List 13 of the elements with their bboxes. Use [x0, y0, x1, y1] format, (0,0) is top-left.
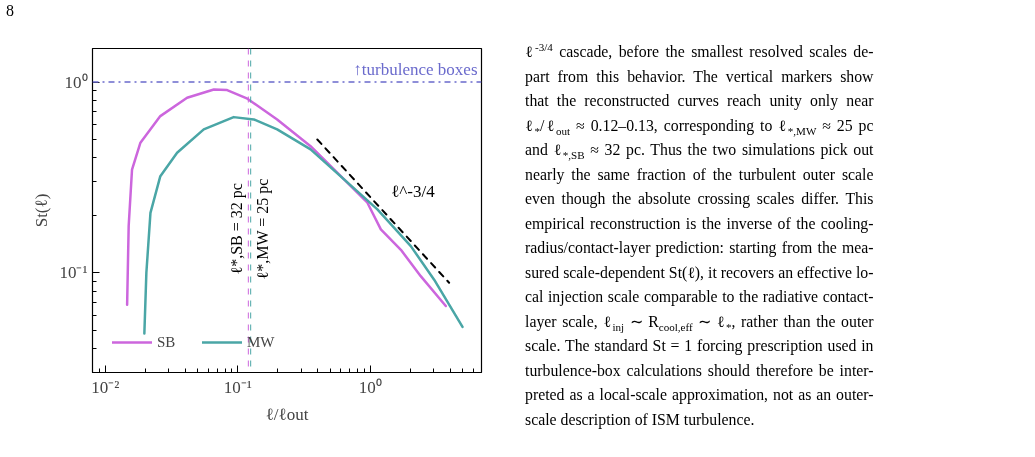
x-axis-title: ℓ/ℓout	[265, 404, 309, 424]
legend-label: SB	[157, 333, 177, 351]
series-label: ℓ^-3/4	[391, 182, 436, 202]
text: ℓ$^{-3/4}$ cascade, before the smallest resolved scales de- part from this behavior. The vertical markers show that the reconstructed curves reach unity only near ℓ$_{*}$/ℓ$_{out}$ ≈ 0.12–0.13, corresponding to ℓ$_{*,MW}$ ≈ 25 pc and ℓ$_{*,SB}$ ≈ 32 pc. Thus the two simulations pick out nearly the same fraction of the turbulent outer scale even though the absolute crossing scales differ. This empirical reconstruction is the inverse of the cooling- radius/contact-layer prediction: starting from the mea- sured scale-dependent St(ℓ), it recovers an effective lo- cal injection scale comparable to the radiative contact- layer scale, ℓ$_{inj}$ ∼ R$_{cool,eff}$ ∼ ℓ$_{*}$, rather than the outer scale. The standard St = 1 forcing prescription used in turbulence-box calculations should therefore be inter- preted as a local-scale approximation, not as an outer- scale description of ISM turbulence.	[525, 40, 874, 428]
x-tick-label: 10⁰	[358, 377, 382, 397]
y-axis-title: St(ℓ)	[32, 193, 52, 228]
x-tick-label: 10⁻²	[91, 377, 120, 397]
annotation: ℓ*,SB = 32 pc	[228, 183, 247, 275]
text: 8	[6, 1, 14, 21]
x-tick-label: 10⁻¹	[223, 377, 252, 397]
legend-label: MW	[247, 333, 275, 351]
ref-line-label: ↑turbulence boxes	[353, 60, 478, 80]
annotation: ℓ*,MW = 25 pc	[253, 178, 272, 280]
